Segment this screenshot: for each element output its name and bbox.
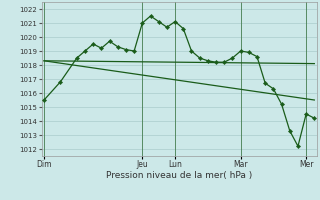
X-axis label: Pression niveau de la mer( hPa ): Pression niveau de la mer( hPa ) [106,171,252,180]
